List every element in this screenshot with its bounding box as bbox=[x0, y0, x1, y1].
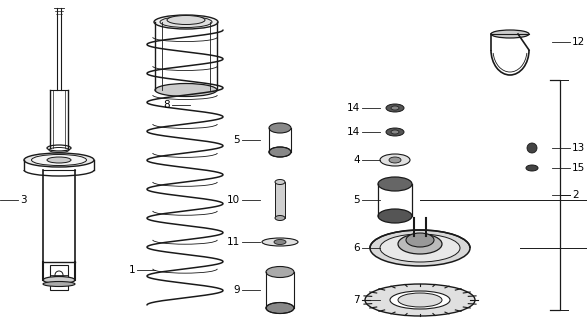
Ellipse shape bbox=[380, 154, 410, 166]
Ellipse shape bbox=[406, 233, 434, 247]
Bar bbox=[50, 265, 68, 290]
Ellipse shape bbox=[370, 230, 470, 266]
Text: 2: 2 bbox=[572, 190, 579, 200]
Ellipse shape bbox=[378, 177, 412, 191]
Text: 8: 8 bbox=[163, 100, 170, 110]
Text: 13: 13 bbox=[572, 143, 585, 153]
Ellipse shape bbox=[386, 104, 404, 112]
Ellipse shape bbox=[390, 291, 450, 309]
Ellipse shape bbox=[391, 106, 399, 110]
Text: 10: 10 bbox=[227, 195, 240, 205]
Ellipse shape bbox=[391, 130, 399, 134]
Text: 4: 4 bbox=[353, 155, 360, 165]
Bar bbox=[275, 182, 285, 218]
Ellipse shape bbox=[491, 30, 529, 38]
Text: 7: 7 bbox=[353, 295, 360, 305]
Ellipse shape bbox=[24, 153, 94, 167]
Ellipse shape bbox=[47, 157, 71, 163]
Text: 15: 15 bbox=[572, 163, 585, 173]
Ellipse shape bbox=[378, 209, 412, 223]
Ellipse shape bbox=[43, 276, 75, 284]
Ellipse shape bbox=[43, 282, 75, 286]
Ellipse shape bbox=[275, 215, 285, 220]
Ellipse shape bbox=[365, 284, 475, 316]
Ellipse shape bbox=[160, 17, 212, 28]
Ellipse shape bbox=[269, 123, 291, 133]
Ellipse shape bbox=[155, 84, 217, 97]
Text: 5: 5 bbox=[353, 195, 360, 205]
Text: 6: 6 bbox=[353, 243, 360, 253]
Ellipse shape bbox=[32, 155, 86, 165]
Ellipse shape bbox=[274, 239, 286, 244]
Text: 9: 9 bbox=[234, 285, 240, 295]
Ellipse shape bbox=[398, 234, 442, 254]
Text: 14: 14 bbox=[347, 103, 360, 113]
Ellipse shape bbox=[526, 165, 538, 171]
Text: 1: 1 bbox=[129, 265, 135, 275]
Ellipse shape bbox=[380, 234, 460, 262]
Ellipse shape bbox=[269, 147, 291, 157]
Ellipse shape bbox=[389, 157, 401, 163]
Ellipse shape bbox=[266, 267, 294, 277]
Ellipse shape bbox=[154, 15, 218, 29]
Text: 3: 3 bbox=[20, 195, 26, 205]
Text: 14: 14 bbox=[347, 127, 360, 137]
Ellipse shape bbox=[398, 293, 442, 307]
Text: 5: 5 bbox=[234, 135, 240, 145]
Ellipse shape bbox=[266, 302, 294, 314]
Text: 11: 11 bbox=[227, 237, 240, 247]
Circle shape bbox=[527, 143, 537, 153]
Text: 12: 12 bbox=[572, 37, 585, 47]
Ellipse shape bbox=[386, 128, 404, 136]
Ellipse shape bbox=[167, 15, 205, 25]
Ellipse shape bbox=[262, 238, 298, 246]
Ellipse shape bbox=[275, 180, 285, 185]
